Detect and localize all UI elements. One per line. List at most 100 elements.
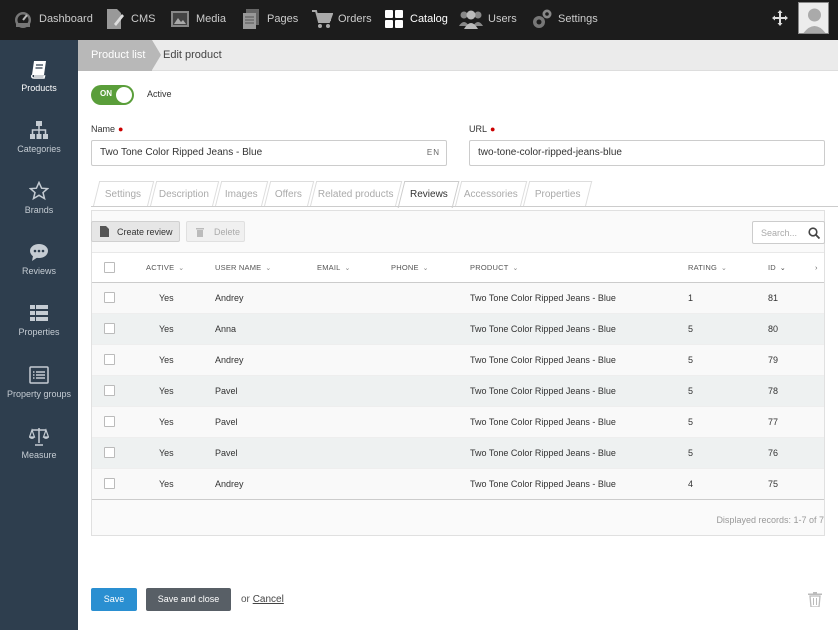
table-row[interactable]: Yes Pavel Two Tone Color Ripped Jeans - … — [92, 438, 824, 469]
tab-reviews[interactable]: Reviews — [397, 181, 460, 208]
search-input[interactable]: Search... — [752, 221, 825, 244]
cell-id: 78 — [768, 386, 779, 396]
nav-users[interactable]: Users — [459, 0, 517, 37]
active-toggle[interactable]: ON — [91, 85, 134, 105]
column-header-user-name[interactable]: USER NAME ⌄ — [215, 263, 272, 272]
save-button[interactable]: Save — [91, 588, 137, 611]
column-header-active[interactable]: ACTIVE ⌄ — [146, 263, 185, 272]
cancel-link[interactable]: Cancel — [252, 594, 284, 605]
records-count: Displayed records: 1-7 of 7 — [716, 515, 824, 525]
sidebar-item-products[interactable]: Products — [0, 59, 78, 115]
table-row[interactable]: Yes Andrey Two Tone Color Ripped Jeans -… — [92, 345, 824, 376]
sidebar-item-label: Property groups — [6, 389, 72, 399]
nav-cms-label: CMS — [131, 12, 156, 25]
breadcrumb: Product list Edit product — [78, 40, 838, 71]
cell-id: 76 — [768, 448, 779, 458]
tab-offers[interactable]: Offers — [263, 181, 315, 207]
star-icon — [29, 181, 49, 201]
sidebar-item-properties[interactable]: Properties — [0, 303, 78, 359]
row-checkbox[interactable] — [104, 385, 115, 396]
row-checkbox[interactable] — [104, 447, 115, 458]
create-review-button[interactable]: Create review — [91, 221, 180, 242]
sidebar-item-property-groups[interactable]: Property groups — [0, 365, 78, 421]
row-checkbox[interactable] — [104, 292, 115, 303]
column-header-id[interactable]: ID ⌄ — [768, 263, 786, 272]
table-row[interactable]: Yes Pavel Two Tone Color Ripped Jeans - … — [92, 407, 824, 438]
pages-icon — [240, 8, 262, 30]
delete-button[interactable]: Delete — [186, 221, 245, 242]
column-header-product[interactable]: PRODUCT ⌄ — [470, 263, 519, 272]
nav-orders[interactable]: Orders — [311, 0, 372, 37]
url-input[interactable]: two-tone-color-ripped-jeans-blue — [469, 140, 825, 166]
save-and-close-button[interactable]: Save and close — [146, 588, 231, 611]
table-row[interactable]: Yes Pavel Two Tone Color Ripped Jeans - … — [92, 376, 824, 407]
chevron-right-icon[interactable]: › — [815, 263, 818, 272]
name-input[interactable]: Two Tone Color Ripped Jeans - Blue EN — [91, 140, 447, 166]
catalog-icon — [383, 8, 405, 30]
sidebar-item-reviews[interactable]: Reviews — [0, 242, 78, 298]
cell-rating: 5 — [688, 355, 694, 365]
breadcrumb-current: Edit product — [163, 49, 222, 61]
nav-cms[interactable]: CMS — [104, 0, 155, 37]
nav-media[interactable]: Media — [169, 0, 226, 37]
select-all-checkbox[interactable] — [104, 262, 115, 273]
breadcrumb-product-list[interactable]: Product list — [78, 40, 152, 71]
cell-user: Andrey — [215, 293, 244, 303]
cell-product: Two Tone Color Ripped Jeans - Blue — [470, 479, 616, 489]
cell-rating: 1 — [688, 293, 694, 303]
tab-description[interactable]: Description — [149, 181, 220, 207]
language-badge[interactable]: EN — [426, 148, 440, 157]
sidebar-item-measure[interactable]: Measure — [0, 426, 78, 482]
cell-active: Yes — [159, 293, 174, 303]
table-row[interactable]: Yes Andrey Two Tone Color Ripped Jeans -… — [92, 283, 824, 314]
tab-images[interactable]: Images — [214, 181, 269, 207]
move-icon[interactable] — [772, 10, 788, 26]
sidebar-item-categories[interactable]: Categories — [0, 120, 78, 176]
cell-product: Two Tone Color Ripped Jeans - Blue — [470, 355, 616, 365]
nav-dashboard[interactable]: Dashboard — [12, 0, 93, 37]
column-header-email[interactable]: EMAIL ⌄ — [317, 263, 351, 272]
cell-product: Two Tone Color Ripped Jeans - Blue — [470, 324, 616, 334]
tab-accessories[interactable]: Accessories — [454, 181, 528, 207]
tab-properties[interactable]: Properties — [522, 181, 593, 207]
comment-icon — [30, 244, 48, 261]
chevron-down-icon: ⌄ — [720, 265, 728, 272]
cell-user: Andrey — [215, 479, 244, 489]
url-value: two-tone-color-ripped-jeans-blue — [478, 147, 622, 158]
table-row[interactable]: Yes Andrey Two Tone Color Ripped Jeans -… — [92, 469, 824, 500]
toggle-state: ON — [100, 89, 112, 98]
or-text: or — [241, 594, 250, 605]
column-header-phone[interactable]: PHONE ⌄ — [391, 263, 429, 272]
user-avatar[interactable] — [798, 2, 829, 34]
toggle-knob — [116, 87, 132, 103]
delete-product-icon[interactable] — [808, 592, 822, 608]
tab-related-products[interactable]: Related products — [309, 181, 403, 207]
nav-catalog[interactable]: Catalog — [383, 0, 448, 37]
nav-settings-label: Settings — [558, 12, 598, 25]
row-checkbox[interactable] — [104, 323, 115, 334]
nav-catalog-label: Catalog — [410, 12, 448, 25]
sidebar-item-brands[interactable]: Brands — [0, 181, 78, 237]
cms-icon — [104, 8, 126, 30]
sidebar-item-label: Categories — [17, 144, 61, 154]
nav-media-label: Media — [196, 12, 226, 25]
list-box-icon — [29, 366, 49, 384]
list-icon — [30, 305, 48, 321]
row-checkbox[interactable] — [104, 354, 115, 365]
column-header-rating[interactable]: RATING ⌄ — [688, 263, 728, 272]
nav-pages[interactable]: Pages — [240, 0, 298, 37]
row-checkbox[interactable] — [104, 416, 115, 427]
chevron-down-icon: ⌄ — [344, 265, 351, 272]
chevron-down-icon: ⌄ — [265, 265, 272, 272]
dashboard-icon — [12, 8, 34, 30]
table-row[interactable]: Yes Anna Two Tone Color Ripped Jeans - B… — [92, 314, 824, 345]
search-icon[interactable] — [808, 227, 820, 239]
trash-icon — [196, 227, 204, 237]
tab-settings[interactable]: Settings — [92, 181, 155, 207]
sitemap-icon — [30, 121, 48, 139]
cell-id: 79 — [768, 355, 779, 365]
row-checkbox[interactable] — [104, 478, 115, 489]
nav-settings[interactable]: Settings — [531, 0, 598, 37]
sort-desc-icon: ⌄ — [779, 265, 786, 272]
cart-icon — [311, 8, 333, 30]
